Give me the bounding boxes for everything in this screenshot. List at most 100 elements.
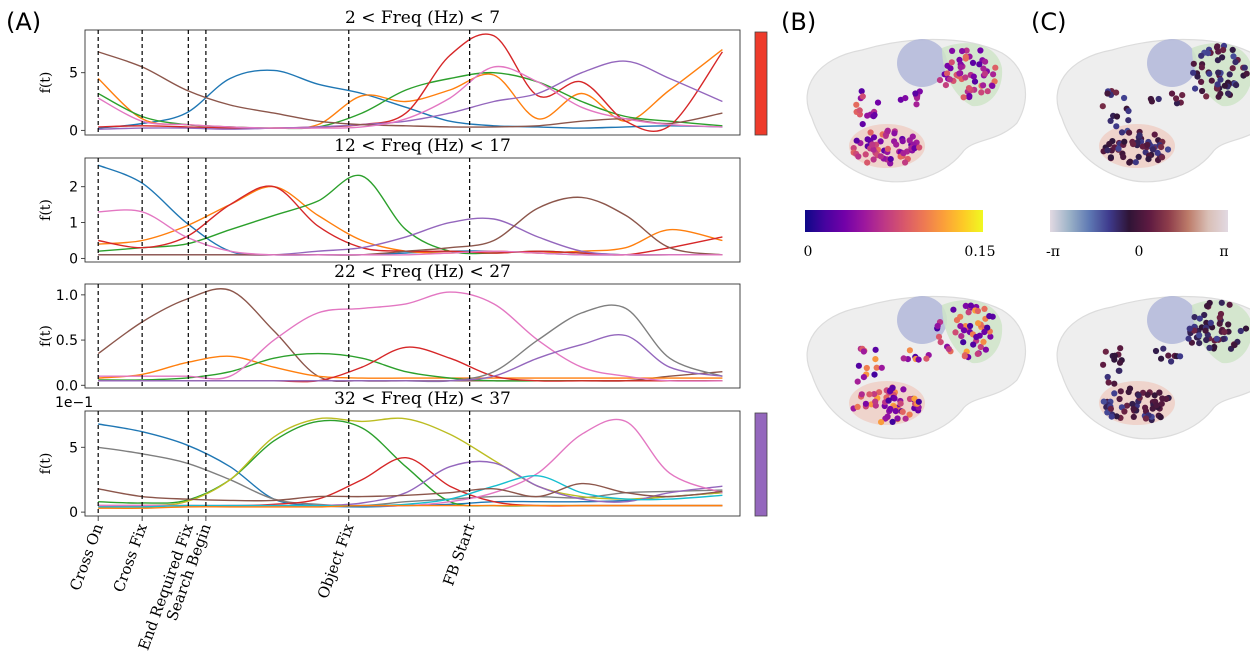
electrode-dot [1144, 141, 1151, 148]
electrode-dot [984, 88, 991, 95]
electrode-dot [887, 387, 894, 394]
electrode-dot [960, 339, 967, 346]
region-blue [1147, 39, 1197, 87]
electrode-dot [1127, 158, 1134, 165]
electrode-dot [947, 65, 954, 72]
electrode-dot [1149, 146, 1156, 153]
electrode-dot [990, 71, 997, 78]
side-color-bar [754, 31, 768, 136]
electrode-dot [1100, 398, 1107, 405]
electrode-dot [1229, 46, 1236, 53]
electrode-dot [913, 101, 920, 108]
electrode-dot [1130, 405, 1137, 413]
panel-title: 22 < Freq (Hz) < 27 [334, 262, 511, 282]
electrode-dot [899, 138, 906, 145]
electrode-dot [923, 355, 930, 362]
electrode-dot [1108, 413, 1115, 420]
electrode-dot [960, 94, 967, 101]
electrode-dot [1198, 64, 1205, 71]
electrode-dot [1107, 117, 1114, 124]
y-scale-label: 1e−1 [55, 395, 93, 411]
series-line [98, 69, 723, 129]
y-tick-label: 2 [69, 180, 78, 196]
electrode-dot [977, 343, 984, 351]
electrode-dot [1168, 90, 1176, 97]
electrode-dot [1154, 149, 1161, 156]
electrode-dot [1207, 319, 1214, 326]
electrode-dot [963, 47, 970, 54]
electrode-dot [1217, 310, 1225, 318]
electrode-dot [981, 70, 989, 77]
event-label: Cross Fix [110, 521, 152, 595]
colorbar [805, 210, 983, 232]
electrode-dot [1196, 332, 1203, 339]
colorbar-tick-label: -π [1046, 244, 1060, 260]
electrode-dot [871, 371, 878, 378]
electrode-dot [1213, 335, 1220, 342]
colorbar [1050, 210, 1228, 232]
series-group [97, 33, 723, 133]
electrode-dot [1221, 82, 1228, 89]
electrode-dot [1142, 415, 1149, 422]
electrode-dot [906, 395, 914, 403]
electrode-dot [1194, 73, 1201, 80]
electrode-dot [965, 85, 973, 92]
electrode-dot [862, 151, 869, 158]
electrode-dot [906, 347, 913, 354]
electrode-dot [1142, 404, 1149, 411]
electrode-dot [1173, 100, 1181, 107]
electrode-dot [1104, 90, 1111, 97]
electrode-dot [1135, 153, 1142, 160]
electrode-dot [859, 93, 866, 100]
electrode-dot [1147, 95, 1154, 103]
electrode-dot [982, 58, 989, 65]
electrode-dot [1144, 391, 1151, 398]
electrode-dot [891, 395, 898, 402]
electrode-dot [891, 130, 898, 137]
axes-frame [84, 410, 741, 517]
electrode-dot [876, 389, 883, 396]
electrode-dot [1156, 389, 1163, 396]
electrode-dot [957, 323, 964, 330]
electrode-dot [1126, 129, 1133, 136]
electrode-dot [858, 88, 865, 95]
electrode-dot [1199, 87, 1206, 95]
axes-frame [84, 29, 741, 136]
electrode-dot [869, 141, 876, 148]
electrode-dot [1173, 95, 1180, 102]
series-line [98, 417, 723, 507]
electrode-dot [959, 48, 966, 55]
series-line [97, 65, 723, 129]
electrode-dot [1220, 336, 1227, 343]
electrode-dot [1120, 153, 1127, 161]
electrode-dot [1105, 379, 1112, 386]
axes-frame [84, 157, 741, 263]
electrode-dot [862, 400, 869, 407]
electrode-dot [980, 338, 987, 345]
electrode-dot [1145, 156, 1152, 163]
electrode-dot [1111, 390, 1118, 397]
electrode-dot [889, 418, 896, 425]
electrode-dot [1241, 64, 1248, 71]
panel-label-c: (C) [1031, 8, 1066, 36]
series-line [98, 304, 723, 383]
electrode-dot [1125, 117, 1132, 124]
electrode-dot [987, 333, 994, 340]
electrode-dot [870, 156, 877, 163]
electrode-dot [1113, 413, 1120, 420]
electrode-dot [1203, 319, 1210, 326]
electrode-dot [1117, 388, 1124, 395]
electrode-dot [974, 307, 981, 315]
electrode-dot [870, 146, 877, 153]
region-blue [897, 39, 947, 87]
brain-renderings [806, 38, 1250, 440]
electrode-dot [1107, 405, 1114, 412]
electrode-dot [1214, 57, 1221, 64]
electrode-dot [962, 302, 969, 309]
electrode-dot [946, 76, 953, 83]
electrode-dot [877, 138, 884, 145]
electrode-dot [850, 145, 857, 152]
electrode-dot [1130, 413, 1137, 420]
electrode-dot [950, 306, 957, 313]
